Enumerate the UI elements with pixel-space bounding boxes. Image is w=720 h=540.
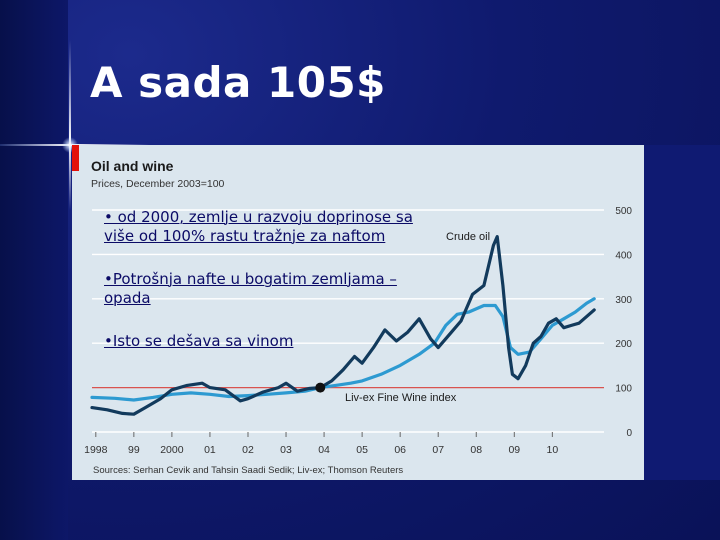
y-tick-label: 300 [615, 295, 632, 306]
x-tick-label: 10 [547, 444, 559, 456]
flare-vertical [69, 40, 71, 210]
x-tick-label: 09 [508, 444, 520, 456]
right-panel [644, 145, 720, 480]
x-tick-labels: 1998 99 2000 01 02 03 04 05 06 07 08 09 10 [84, 444, 558, 456]
series-labels: Crude oil Liv-ex Fine Wine index [345, 231, 490, 404]
x-tick-label: 99 [128, 444, 140, 456]
x-tick-label: 08 [470, 444, 482, 456]
grid-layer [92, 209, 604, 437]
y-tick-label: 200 [615, 339, 632, 350]
x-tick-label: 03 [280, 444, 292, 456]
y-tick-label: 500 [615, 206, 632, 217]
chart-panel [72, 145, 644, 480]
wine-index-label: Liv-ex Fine Wine index [345, 392, 457, 404]
x-tick-label: 01 [204, 444, 216, 456]
y-tick-label: 0 [626, 428, 632, 439]
base-point-marker [315, 382, 326, 393]
y-tick-label: 100 [615, 384, 632, 395]
bullet-list: • od 2000, zemlje u razvoju doprinose sa… [104, 208, 434, 375]
crude-oil-label: Crude oil [446, 231, 490, 243]
chart-accent-bar [72, 145, 79, 171]
x-tick-label: 02 [242, 444, 254, 456]
bullet-item: • od 2000, zemlje u razvoju doprinose sa… [104, 208, 413, 245]
slide-title: A sada 105$ [90, 58, 386, 107]
chart-title: Oil and wine [91, 158, 174, 174]
bullet-item: •Isto se dešava sa vinom [104, 332, 294, 350]
left-band [0, 0, 68, 540]
series-layer [90, 235, 596, 416]
x-tick-label: 05 [356, 444, 368, 456]
x-tick-label: 06 [394, 444, 406, 456]
x-tick-label: 2000 [160, 444, 184, 456]
x-tick-label: 07 [432, 444, 444, 456]
crude-oil-line [90, 235, 596, 416]
chart-source: Sources: Serhan Cevik and Tahsin Saadi S… [93, 465, 403, 476]
y-tick-labels: 0 100 200 300 400 500 [615, 206, 632, 439]
chart-subtitle: Prices, December 2003=100 [91, 178, 225, 190]
x-tick-label: 04 [318, 444, 330, 456]
x-tick-label: 1998 [84, 444, 108, 456]
y-tick-label: 400 [615, 250, 632, 261]
bullet-item: •Potrošnja nafte u bogatim zemljama – op… [104, 270, 397, 307]
